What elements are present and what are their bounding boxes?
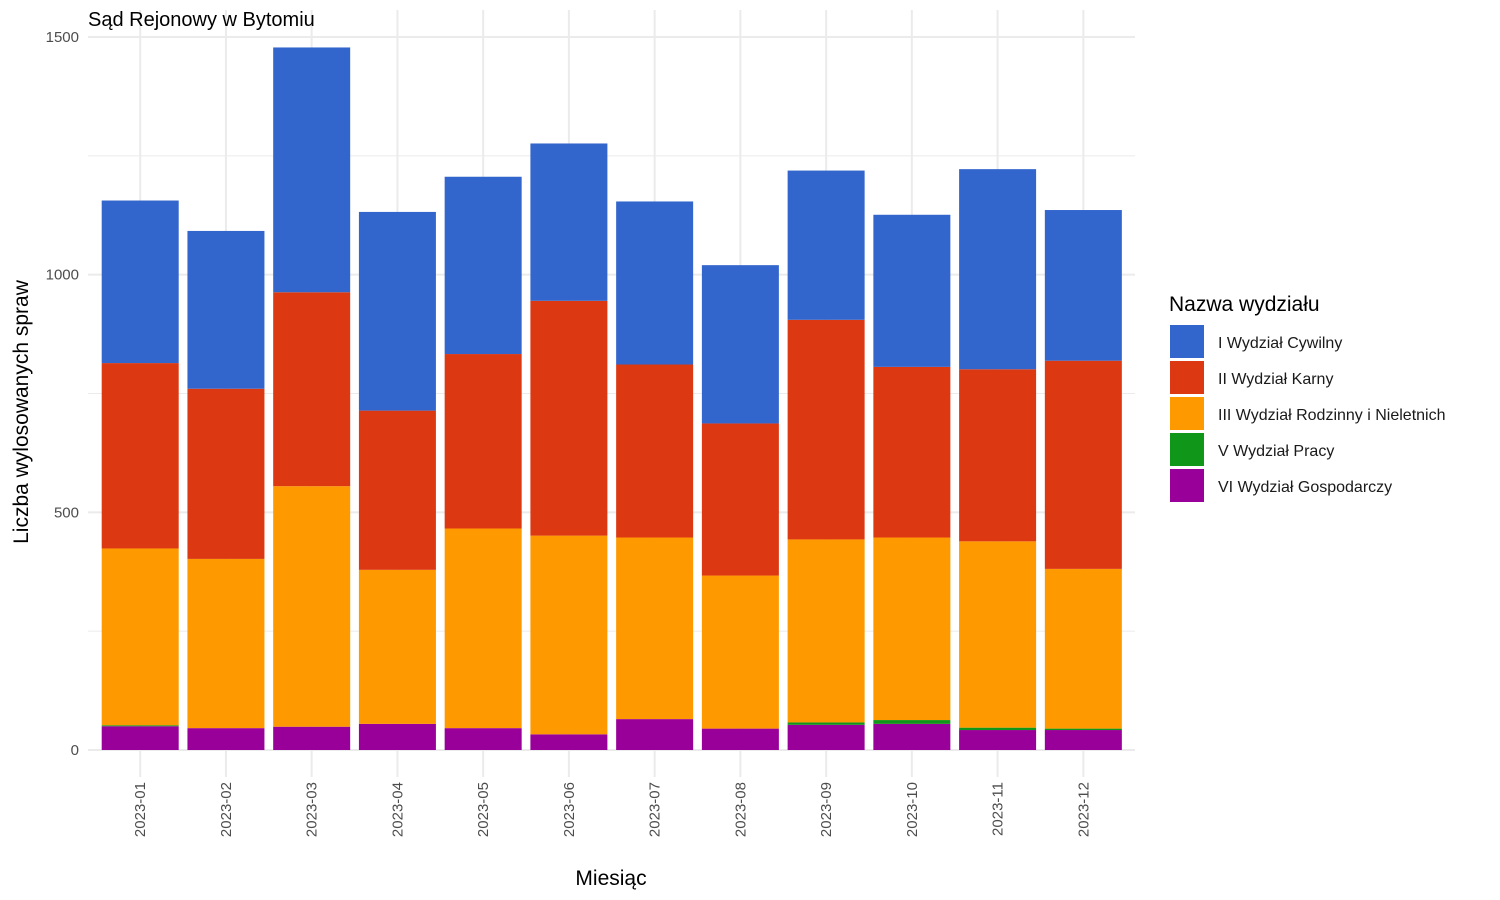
legend-label: II Wydział Karny [1218,371,1333,388]
x-tick-label: 2023-09 [818,782,835,837]
bar-segment [959,369,1037,542]
legend-label: III Wydział Rodzinny i Nieletnich [1218,407,1446,424]
x-tick-label: 2023-01 [132,782,149,837]
bar-segment [101,548,179,726]
bars [101,47,1122,750]
chart-title: Sąd Rejonowy w Bytomiu [88,9,315,31]
bar-segment [787,170,865,320]
bar-segment [444,354,522,529]
bar-segment [873,720,951,724]
x-tick-label: 2023-12 [1075,782,1092,837]
bar-segment [701,575,779,729]
bar-segment [873,723,951,750]
bar-segment [187,728,265,750]
bar-segment [101,725,179,727]
legend-key [1170,397,1204,430]
x-tick-label: 2023-05 [475,782,492,837]
bar-segment [530,143,608,301]
bar-segment [273,726,351,750]
legend-label: I Wydział Cywilny [1218,335,1342,352]
x-tick-label: 2023-06 [561,782,578,837]
x-tick-label: 2023-08 [732,782,749,837]
bar-segment [358,569,436,724]
bar-segment [1044,728,1122,731]
bar-segment [616,537,694,720]
bar-segment [616,719,694,750]
bar-segment [444,528,522,729]
bar-segment [101,726,179,750]
x-tick-label: 2023-04 [389,782,406,837]
bar-segment [358,410,436,570]
bar-segment [959,169,1037,370]
x-tick-label: 2023-02 [218,782,235,837]
bar-segment [701,265,779,424]
bar-segment [273,47,351,293]
bar-segment [616,364,694,538]
bar-segment [273,292,351,487]
legend-label: VI Wydział Gospodarczy [1218,479,1392,496]
bar-segment [358,211,436,411]
x-axis-title: Miesiąc [575,867,646,890]
bar-segment [187,230,265,389]
y-tick-label: 1000 [46,267,79,284]
bar-segment [530,300,608,536]
x-axis: 2023-01 2023-02 2023-03 2023-04 2023-05 2023-… [132,782,1092,837]
bar-segment [358,723,436,750]
bar-segment [444,176,522,355]
legend-title: Nazwa wydziału [1169,293,1320,316]
y-tick-label: 1500 [46,29,79,46]
y-tick-label: 0 [71,742,79,759]
bar-segment [1044,568,1122,729]
y-axis: 0 500 1000 1500 [46,29,79,759]
x-tick-label: 2023-07 [647,782,664,837]
bar-segment [444,728,522,750]
bar-segment [101,363,179,549]
bar-segment [187,388,265,559]
bar-segment [787,722,865,725]
bar-segment [787,724,865,750]
bar-segment [1044,210,1122,361]
bar-segment [959,541,1037,728]
bar-segment [701,728,779,750]
x-tick-label: 2023-03 [304,782,321,837]
legend-key [1170,361,1204,394]
bar-segment [1044,730,1122,750]
bar-segment [959,730,1037,750]
bar-segment [1044,360,1122,569]
bar-segment [273,486,351,727]
y-tick-label: 500 [54,504,79,521]
bar-segment [873,214,951,367]
legend: I Wydział Cywilny II Wydział Karny III Wyd… [1170,325,1446,502]
bar-segment [873,537,951,721]
bar-segment [530,535,608,735]
bar-segment [101,200,179,364]
y-axis-title: Liczba wylosowanych spraw [10,279,33,544]
bar-segment [787,539,865,723]
bar-segment [616,201,694,365]
legend-key [1170,469,1204,502]
bar-segment [873,366,951,538]
bar-segment [787,319,865,540]
legend-key [1170,433,1204,466]
bar-segment [959,727,1037,731]
bar-segment [701,423,779,576]
x-tick-label: 2023-10 [904,782,921,837]
bar-segment [530,734,608,750]
x-tick-label: 2023-11 [990,782,1007,836]
legend-label: V Wydział Pracy [1218,443,1334,460]
legend-key [1170,325,1204,358]
bar-segment [187,558,265,729]
